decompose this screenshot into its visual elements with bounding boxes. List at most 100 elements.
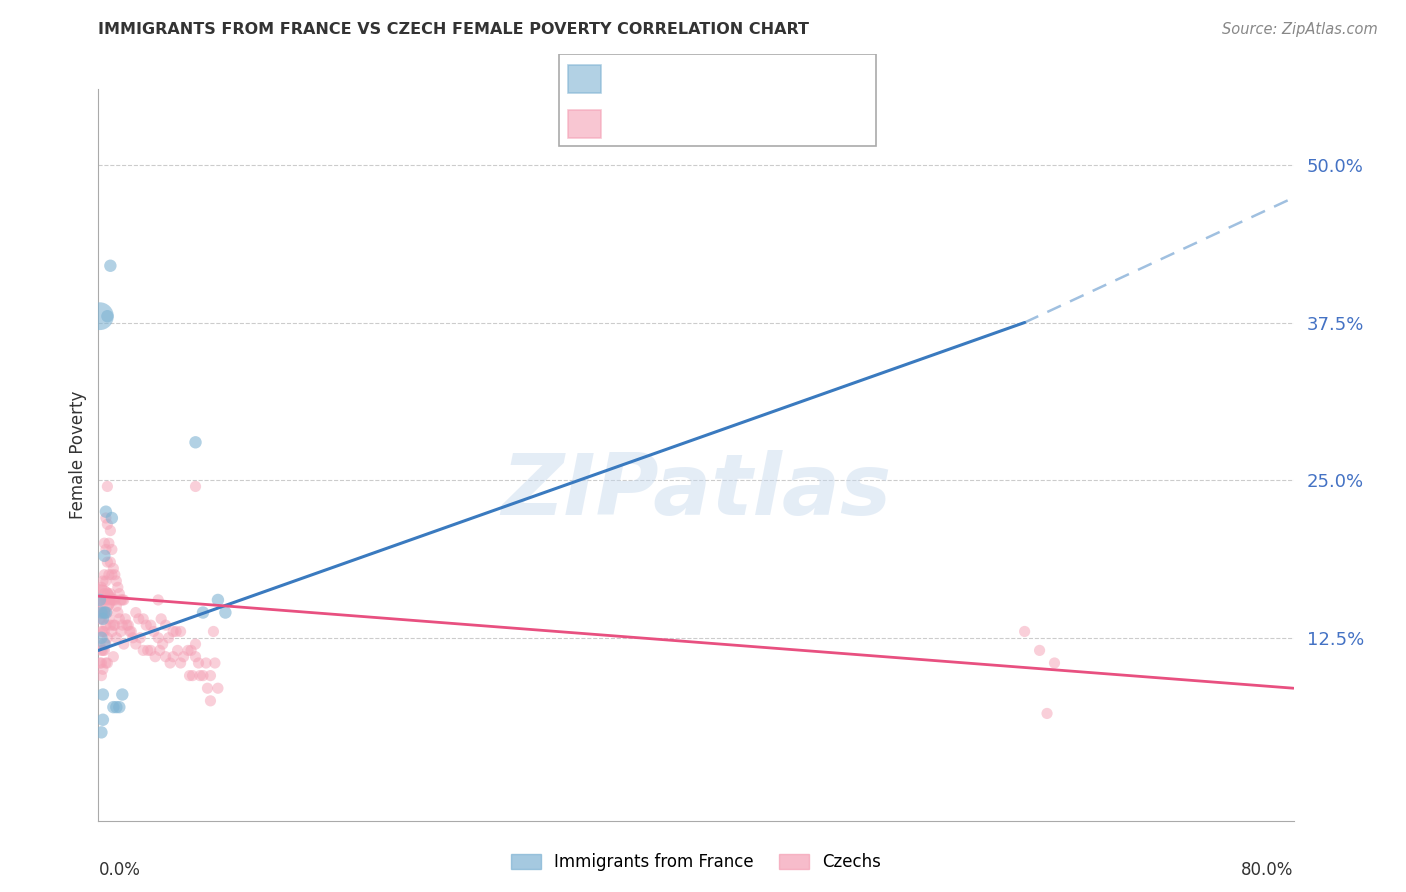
- Point: [104, 618, 127, 632]
- Point: [111, 688, 134, 702]
- Point: [101, 624, 124, 639]
- Point: [139, 618, 162, 632]
- Point: [155, 649, 177, 664]
- Point: [93, 587, 115, 601]
- Point: [93, 637, 115, 651]
- Bar: [568, 65, 600, 93]
- Point: [105, 700, 128, 714]
- Point: [115, 618, 138, 632]
- Point: [166, 643, 188, 657]
- Point: [184, 637, 207, 651]
- Point: [110, 624, 132, 639]
- Point: [93, 536, 115, 550]
- Point: [91, 612, 114, 626]
- Point: [94, 574, 117, 588]
- Point: [118, 624, 141, 639]
- Point: [90, 612, 112, 626]
- Text: 0.0%: 0.0%: [98, 861, 141, 879]
- Point: [125, 606, 148, 620]
- Text: R =  0.479   N =  24: R = 0.479 N = 24: [613, 70, 796, 86]
- Point: [103, 700, 125, 714]
- Point: [100, 587, 122, 601]
- Point: [195, 656, 218, 670]
- Point: [149, 643, 172, 657]
- Point: [101, 511, 124, 525]
- Point: [177, 643, 200, 657]
- Point: [89, 612, 111, 626]
- Point: [93, 549, 115, 563]
- Point: [173, 649, 195, 664]
- Point: [1043, 656, 1066, 670]
- Point: [89, 309, 111, 323]
- Point: [155, 618, 177, 632]
- Point: [180, 643, 202, 657]
- Point: [188, 668, 211, 682]
- Point: [105, 574, 128, 588]
- Point: [132, 612, 155, 626]
- Point: [169, 624, 191, 639]
- Point: [1036, 706, 1059, 721]
- Point: [108, 587, 131, 601]
- Point: [91, 713, 114, 727]
- Point: [142, 624, 165, 639]
- Point: [107, 606, 129, 620]
- Point: [105, 599, 128, 614]
- Point: [207, 681, 229, 696]
- Point: [103, 593, 125, 607]
- Point: [110, 593, 132, 607]
- Point: [202, 624, 225, 639]
- Point: [108, 700, 131, 714]
- Point: [90, 725, 112, 739]
- Point: [94, 505, 117, 519]
- Point: [89, 593, 111, 607]
- Point: [89, 593, 111, 607]
- Point: [90, 631, 112, 645]
- Point: [91, 688, 114, 702]
- Point: [114, 612, 136, 626]
- Point: [104, 593, 127, 607]
- Text: ZIPatlas: ZIPatlas: [501, 450, 891, 533]
- Point: [91, 643, 114, 657]
- Point: [104, 567, 127, 582]
- Point: [132, 643, 155, 657]
- Legend: Immigrants from France, Czechs: Immigrants from France, Czechs: [505, 847, 887, 878]
- Point: [112, 593, 135, 607]
- Point: [165, 624, 187, 639]
- Point: [91, 606, 114, 620]
- Point: [100, 259, 122, 273]
- Point: [100, 524, 122, 538]
- Bar: [568, 110, 600, 138]
- Point: [111, 618, 134, 632]
- Point: [93, 606, 115, 620]
- Point: [162, 649, 184, 664]
- Point: [94, 606, 117, 620]
- Point: [181, 668, 204, 682]
- Point: [96, 517, 118, 532]
- Point: [97, 593, 120, 607]
- Point: [91, 624, 114, 639]
- Point: [197, 681, 219, 696]
- Point: [1028, 643, 1050, 657]
- Text: IMMIGRANTS FROM FRANCE VS CZECH FEMALE POVERTY CORRELATION CHART: IMMIGRANTS FROM FRANCE VS CZECH FEMALE P…: [98, 22, 810, 37]
- Point: [100, 618, 122, 632]
- Point: [152, 637, 174, 651]
- Point: [129, 631, 152, 645]
- Point: [121, 631, 143, 645]
- Point: [200, 694, 222, 708]
- Point: [179, 668, 201, 682]
- Point: [103, 561, 125, 575]
- Point: [136, 643, 159, 657]
- Point: [117, 618, 139, 632]
- Point: [204, 656, 226, 670]
- Point: [90, 643, 112, 657]
- Point: [125, 637, 148, 651]
- Point: [1014, 624, 1036, 639]
- Point: [159, 656, 181, 670]
- Point: [112, 637, 135, 651]
- Text: 80.0%: 80.0%: [1241, 861, 1294, 879]
- Point: [169, 656, 191, 670]
- Point: [207, 593, 229, 607]
- Point: [214, 606, 236, 620]
- Point: [89, 593, 111, 607]
- Point: [150, 612, 173, 626]
